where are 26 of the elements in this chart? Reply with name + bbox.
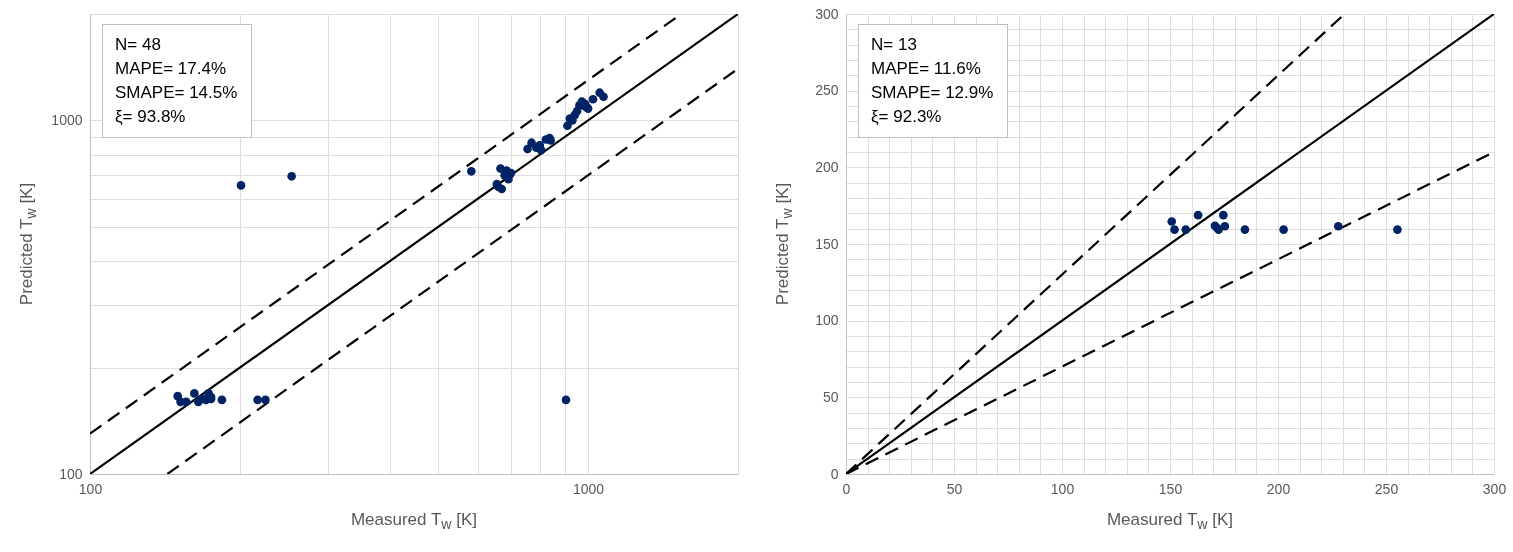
annotation: MAPE= 17.4%: [115, 59, 227, 78]
annotation: MAPE= 11.6%: [871, 59, 981, 78]
annotation: ξ= 93.8%: [115, 107, 186, 126]
x-tick-label: 100: [1050, 480, 1075, 497]
y-tick-label: 200: [815, 158, 839, 175]
x-tick-label: 0: [842, 480, 851, 497]
y-tick-label: 250: [815, 82, 839, 99]
x-axis-title: Measured T$_{w}$ [K]: [350, 510, 478, 533]
annotation: N= 13: [871, 35, 917, 54]
x-tick-label: 150: [1158, 480, 1183, 497]
y-tick-label: 150: [815, 235, 839, 252]
x-tick-label: 50: [946, 480, 963, 497]
y-tick-label: 100: [815, 312, 839, 329]
annotation: SMAPE= 14.5%: [115, 83, 238, 102]
annotation: N= 48: [115, 35, 161, 54]
y-tick-label: 300: [815, 5, 839, 22]
annotation: SMAPE= 12.9%: [871, 83, 994, 102]
x-tick-label: 1000: [572, 480, 605, 497]
x-tick-label: 300: [1482, 480, 1507, 497]
y-tick-label: 0: [830, 465, 839, 482]
x-tick-label: 250: [1374, 480, 1399, 497]
x-tick-label: 100: [78, 480, 103, 497]
x-axis-title: Measured T$_{w}$ [K]: [1106, 510, 1234, 533]
x-tick-label: 200: [1266, 480, 1291, 497]
annotation: ξ= 92.3%: [871, 107, 942, 126]
y-tick-label: 50: [822, 388, 839, 405]
